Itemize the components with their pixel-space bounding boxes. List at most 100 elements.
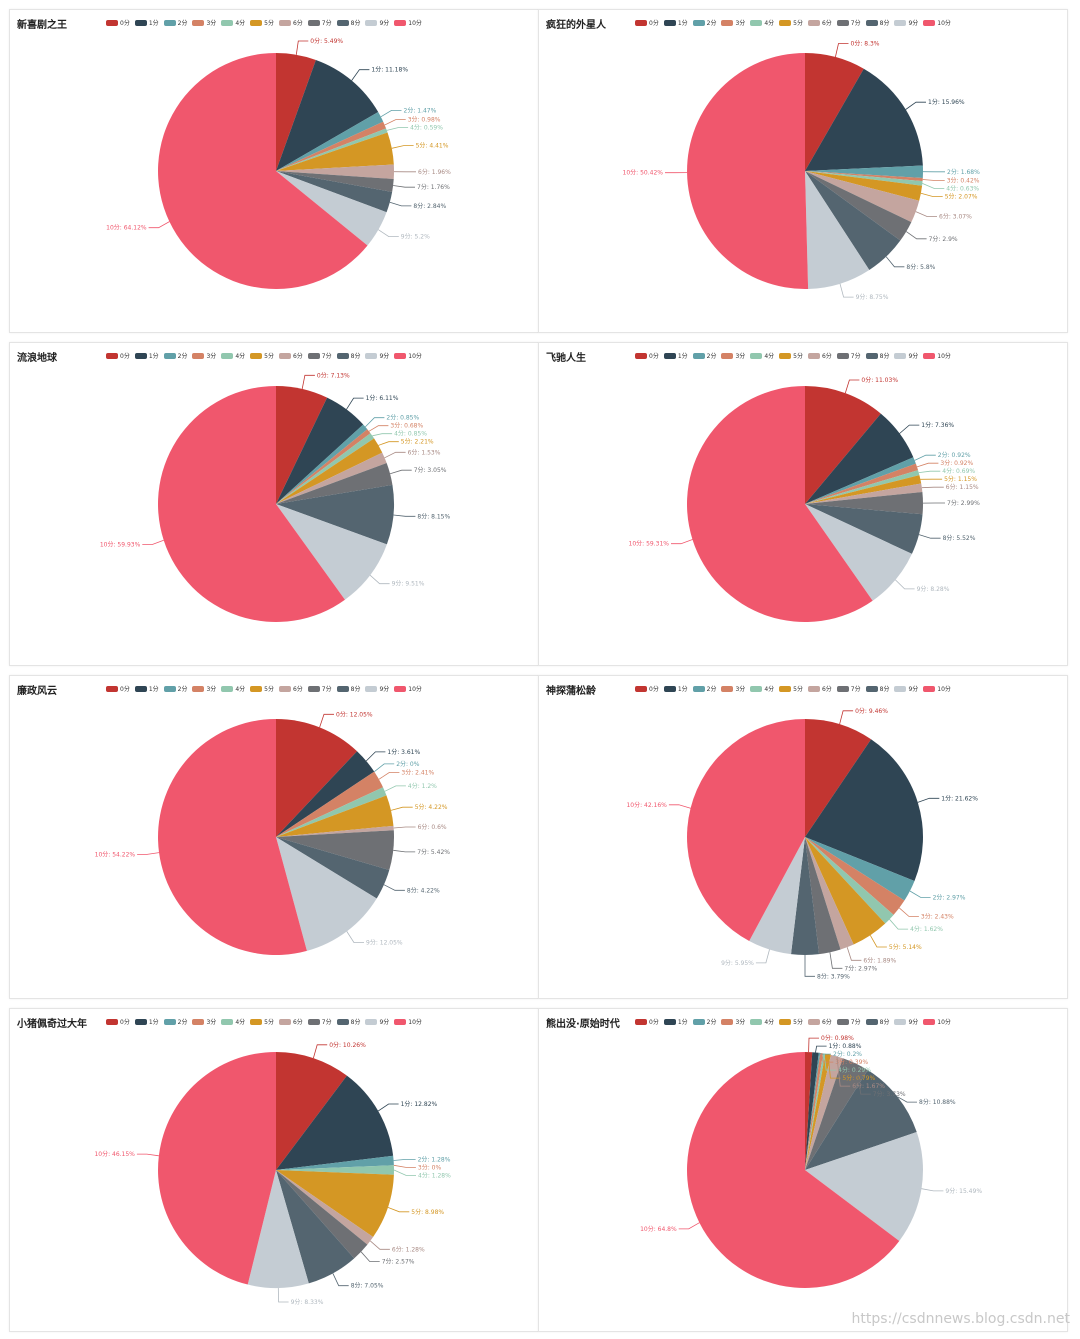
legend-item[interactable]: 4分 xyxy=(750,1017,774,1026)
legend-item[interactable]: 10分 xyxy=(394,1017,422,1026)
legend-item[interactable]: 9分 xyxy=(894,1017,918,1026)
legend-item[interactable]: 3分 xyxy=(721,351,745,360)
pie-slice[interactable] xyxy=(805,171,923,186)
legend-item[interactable]: 10分 xyxy=(394,684,422,693)
pie-slice[interactable] xyxy=(805,837,841,955)
pie-slice[interactable] xyxy=(805,504,912,601)
pie-slice[interactable] xyxy=(805,1053,831,1170)
legend-item[interactable]: 7分 xyxy=(307,351,332,360)
legend-item[interactable]: 8分 xyxy=(336,684,360,693)
pie-slice[interactable] xyxy=(805,1052,819,1170)
pie-slice[interactable] xyxy=(805,1058,868,1170)
pie-slice[interactable] xyxy=(805,837,894,924)
legend-item[interactable]: 4分 xyxy=(221,684,245,693)
pie-slice[interactable] xyxy=(276,112,384,171)
legend-item[interactable]: 8分 xyxy=(865,684,889,693)
pie-slice[interactable] xyxy=(276,463,393,504)
legend-item[interactable]: 3分 xyxy=(192,18,216,27)
pie-slice[interactable] xyxy=(276,433,375,504)
pie-slice[interactable] xyxy=(805,1054,843,1170)
pie-slice[interactable] xyxy=(805,171,920,223)
pie-slice[interactable] xyxy=(805,463,919,504)
pie-slice[interactable] xyxy=(276,386,328,504)
legend-item[interactable]: 4分 xyxy=(221,18,245,27)
legend-item[interactable]: 1分 xyxy=(663,351,688,360)
pie-slice[interactable] xyxy=(805,413,914,504)
legend-item[interactable]: 9分 xyxy=(365,18,389,27)
legend-item[interactable]: 3分 xyxy=(192,351,216,360)
legend-item[interactable]: 6分 xyxy=(278,684,303,693)
pie-slice[interactable] xyxy=(805,1132,923,1241)
pie-slice[interactable] xyxy=(805,171,923,201)
legend-item[interactable]: 10分 xyxy=(394,351,422,360)
legend-item[interactable]: 2分 xyxy=(692,684,716,693)
pie-slice[interactable] xyxy=(276,171,393,213)
legend-item[interactable]: 7分 xyxy=(836,1017,861,1026)
legend-item[interactable]: 9分 xyxy=(365,351,389,360)
legend-item[interactable]: 7分 xyxy=(307,18,332,27)
pie-slice[interactable] xyxy=(687,386,873,622)
legend-item[interactable]: 8分 xyxy=(336,18,360,27)
pie-slice[interactable] xyxy=(276,171,394,192)
legend-item[interactable]: 5分 xyxy=(779,1017,803,1026)
legend-item[interactable]: 1分 xyxy=(663,18,688,27)
pie-slice[interactable] xyxy=(276,825,394,837)
pie-slice[interactable] xyxy=(276,787,387,837)
legend-item[interactable]: 4分 xyxy=(750,351,774,360)
legend-item[interactable]: 6分 xyxy=(278,1017,303,1026)
legend-item[interactable]: 5分 xyxy=(779,18,803,27)
legend-item[interactable]: 1分 xyxy=(134,351,159,360)
legend-item[interactable]: 6分 xyxy=(278,351,303,360)
pie-slice[interactable] xyxy=(805,165,923,178)
pie-slice[interactable] xyxy=(805,457,916,504)
pie-slice[interactable] xyxy=(276,771,383,837)
pie-slice[interactable] xyxy=(276,429,371,504)
legend-item[interactable]: 9分 xyxy=(365,684,389,693)
pie-slice[interactable] xyxy=(276,837,377,951)
legend-item[interactable]: 2分 xyxy=(163,1017,187,1026)
legend-item[interactable]: 10分 xyxy=(394,18,422,27)
legend-item[interactable]: 1分 xyxy=(134,18,159,27)
pie-slice[interactable] xyxy=(276,452,387,504)
legend-item[interactable]: 10分 xyxy=(923,684,951,693)
legend-item[interactable]: 8分 xyxy=(336,351,360,360)
pie-slice[interactable] xyxy=(276,121,387,171)
legend-item[interactable]: 2分 xyxy=(692,18,716,27)
pie-slice[interactable] xyxy=(276,1170,355,1284)
legend-item[interactable]: 8分 xyxy=(865,351,889,360)
pie-slice[interactable] xyxy=(276,397,364,504)
pie-slice[interactable] xyxy=(805,470,920,504)
pie-slice[interactable] xyxy=(805,53,864,171)
legend-item[interactable]: 0分 xyxy=(106,1017,130,1026)
legend-item[interactable]: 5分 xyxy=(250,1017,274,1026)
pie-slice[interactable] xyxy=(805,171,923,182)
pie-slice[interactable] xyxy=(805,68,923,171)
pie-slice[interactable] xyxy=(805,837,905,915)
pie-slice[interactable] xyxy=(276,504,387,600)
pie-slice[interactable] xyxy=(805,386,881,504)
legend-item[interactable]: 3分 xyxy=(192,1017,216,1026)
legend-item[interactable]: 2分 xyxy=(163,18,187,27)
pie-slice[interactable] xyxy=(276,830,395,870)
pie-slice[interactable] xyxy=(158,386,345,622)
pie-slice[interactable] xyxy=(158,719,307,955)
pie-slice[interactable] xyxy=(276,1170,394,1238)
legend-item[interactable]: 0分 xyxy=(106,684,130,693)
pie-slice[interactable] xyxy=(805,171,870,289)
legend-item[interactable]: 8分 xyxy=(336,1017,360,1026)
legend-item[interactable]: 0分 xyxy=(635,684,659,693)
pie-slice[interactable] xyxy=(805,504,923,554)
legend-item[interactable]: 1分 xyxy=(663,1017,688,1026)
pie-slice[interactable] xyxy=(276,438,383,504)
legend-item[interactable]: 6分 xyxy=(807,18,832,27)
pie-slice[interactable] xyxy=(276,837,390,899)
legend-item[interactable]: 0分 xyxy=(635,18,659,27)
legend-item[interactable]: 9分 xyxy=(365,1017,389,1026)
pie-slice[interactable] xyxy=(805,719,872,837)
legend-item[interactable]: 1分 xyxy=(134,684,159,693)
pie-slice[interactable] xyxy=(276,132,394,172)
pie-slice[interactable] xyxy=(805,837,854,950)
legend-item[interactable]: 7分 xyxy=(836,351,861,360)
pie-slice[interactable] xyxy=(276,424,368,504)
legend-item[interactable]: 2分 xyxy=(163,351,187,360)
